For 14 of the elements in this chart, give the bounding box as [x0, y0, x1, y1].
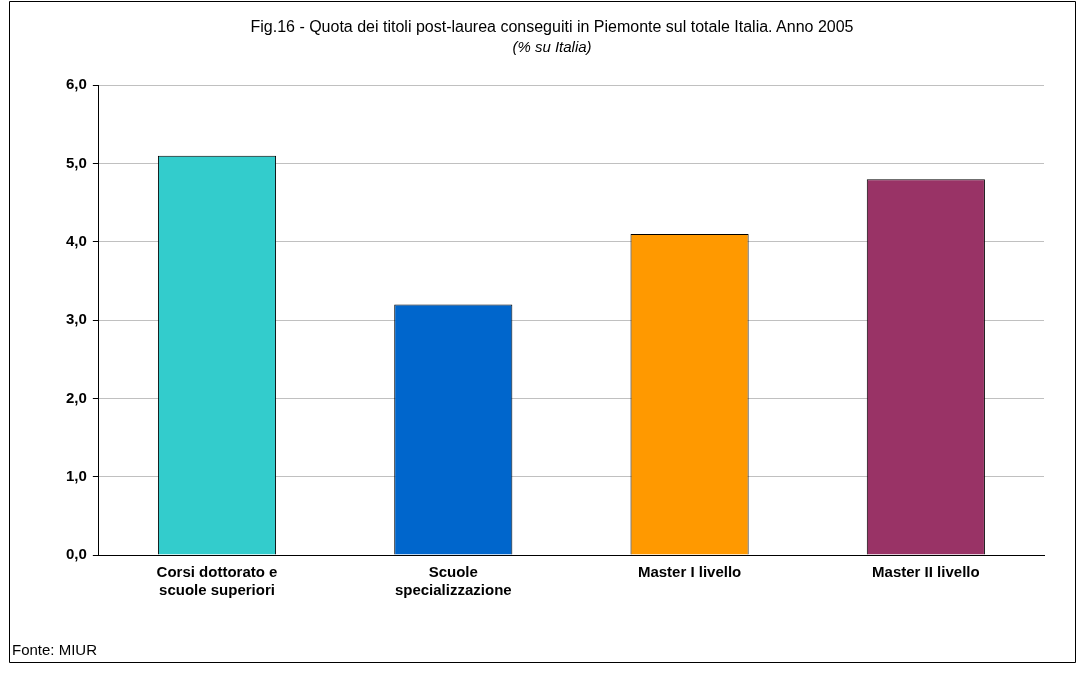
y-tick-label: 1,0 — [65, 466, 87, 484]
source-note: Fonte: MIUR — [12, 641, 98, 658]
x-tick-label: Master I livello — [637, 563, 742, 581]
y-tick-label: 0,0 — [65, 545, 87, 563]
x-tick-label: Corsi dottorato e scuole superiori — [156, 563, 278, 599]
y-tick-label: 5,0 — [65, 153, 87, 171]
y-tick-label: 2,0 — [65, 388, 87, 406]
chart-subtitle: (% su Italia) — [512, 38, 592, 56]
x-tick-label: Master II livello — [872, 563, 980, 581]
chart-title: Fig.16 - Quota dei titoli post-laurea conseguiti in Piemonte sul totale Italia. Anno 2005 — [250, 18, 854, 36]
y-tick-label: 3,0 — [65, 310, 87, 328]
y-tick-label: 6,0 — [65, 75, 87, 93]
x-tick-label: Scuole specializzazione — [394, 563, 512, 599]
y-tick-label: 4,0 — [65, 231, 87, 249]
